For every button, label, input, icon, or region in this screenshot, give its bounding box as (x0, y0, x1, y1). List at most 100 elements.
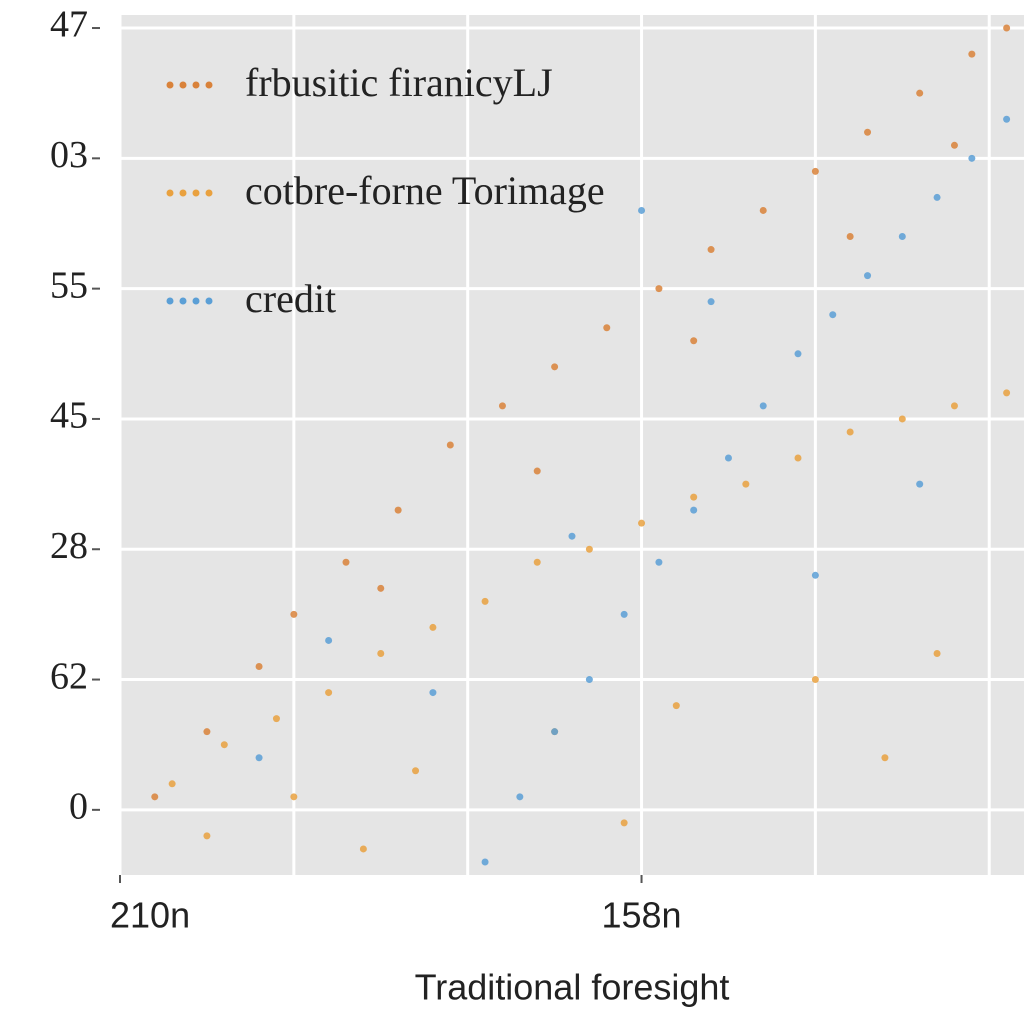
scatter-point (551, 363, 559, 371)
scatter-point (325, 636, 333, 644)
legend-marker (192, 297, 200, 305)
scatter-point (585, 545, 593, 553)
scatter-point (412, 767, 420, 775)
scatter-point (794, 350, 802, 358)
scatter-point (498, 402, 506, 410)
x-axis-label: Traditional foresight (415, 967, 730, 1008)
scatter-point (950, 402, 958, 410)
scatter-point (638, 206, 646, 214)
scatter-point (811, 676, 819, 684)
scatter-point (898, 233, 906, 241)
legend-marker (166, 81, 174, 89)
y-tick-label: 47 (50, 4, 88, 46)
scatter-point (429, 689, 437, 697)
scatter-point (516, 793, 524, 801)
scatter-point (446, 441, 454, 449)
scatter-point (690, 506, 698, 514)
legend-marker (205, 189, 213, 197)
scatter-point (933, 193, 941, 201)
scatter-point (672, 702, 680, 710)
scatter-point (898, 415, 906, 423)
scatter-point (846, 233, 854, 241)
scatter-point (864, 128, 872, 136)
legend-marker (205, 81, 213, 89)
legend-marker (205, 297, 213, 305)
scatter-point (533, 558, 541, 566)
x-tick-label: 210n (110, 895, 190, 936)
y-tick-label: 28 (50, 525, 88, 567)
scatter-point (620, 819, 628, 827)
scatter-point (864, 272, 872, 280)
scatter-point (481, 858, 489, 866)
scatter-point (585, 676, 593, 684)
scatter-point (620, 610, 628, 618)
scatter-point (742, 480, 750, 488)
scatter-point (359, 845, 367, 853)
scatter-point (916, 89, 924, 97)
scatter-point (203, 832, 211, 840)
scatter-point (203, 728, 211, 736)
y-tick-label: 03 (50, 134, 88, 176)
legend-marker (179, 297, 187, 305)
scatter-point (1003, 389, 1011, 397)
legend-marker (166, 297, 174, 305)
scatter-point (1003, 115, 1011, 123)
scatter-point (394, 506, 402, 514)
scatter-point (811, 571, 819, 579)
legend-marker (179, 81, 187, 89)
scatter-point (690, 337, 698, 345)
scatter-point (794, 454, 802, 462)
scatter-point (168, 780, 176, 788)
y-tick-label: 55 (50, 264, 88, 306)
legend-marker (192, 189, 200, 197)
scatter-point (968, 50, 976, 58)
legend-label: credit (245, 276, 336, 321)
scatter-point (707, 298, 715, 306)
scatter-point (481, 597, 489, 605)
scatter-point (551, 728, 559, 736)
legend-label: cotbre-forne Torimage (245, 168, 605, 213)
scatter-point (1003, 24, 1011, 32)
y-tick-label: 0 (69, 786, 88, 828)
scatter-point (690, 493, 698, 501)
scatter-point (429, 623, 437, 631)
scatter-point (707, 246, 715, 254)
scatter-point (325, 689, 333, 697)
x-tick-label: 158n (601, 895, 681, 936)
legend-marker (179, 189, 187, 197)
scatter-point (759, 206, 767, 214)
scatter-point (759, 402, 767, 410)
scatter-point (533, 467, 541, 475)
scatter-point (290, 610, 298, 618)
scatter-point (220, 741, 228, 749)
legend-marker (192, 81, 200, 89)
scatter-point (846, 428, 854, 436)
scatter-point (603, 324, 611, 332)
scatter-point (933, 649, 941, 657)
scatter-point (638, 519, 646, 527)
legend-marker (166, 189, 174, 197)
scatter-point (655, 285, 663, 293)
scatter-point (568, 532, 576, 540)
scatter-point (342, 558, 350, 566)
scatter-point (255, 754, 263, 762)
legend-label: frbusitic firanicyLJ (245, 60, 553, 105)
scatter-point (255, 663, 263, 671)
y-tick-label: 62 (50, 655, 88, 697)
scatter-point (377, 584, 385, 592)
scatter-point (151, 793, 159, 801)
scatter-point (968, 154, 976, 162)
scatter-point (272, 715, 280, 723)
scatter-point (829, 311, 837, 319)
scatter-point (655, 558, 663, 566)
y-tick-label: 45 (50, 395, 88, 437)
scatter-point (290, 793, 298, 801)
scatter-point (950, 141, 958, 149)
scatter-point (916, 480, 924, 488)
plot-area (120, 15, 1024, 875)
scatter-point (724, 454, 732, 462)
scatter-point (811, 167, 819, 175)
scatter-point (881, 754, 889, 762)
